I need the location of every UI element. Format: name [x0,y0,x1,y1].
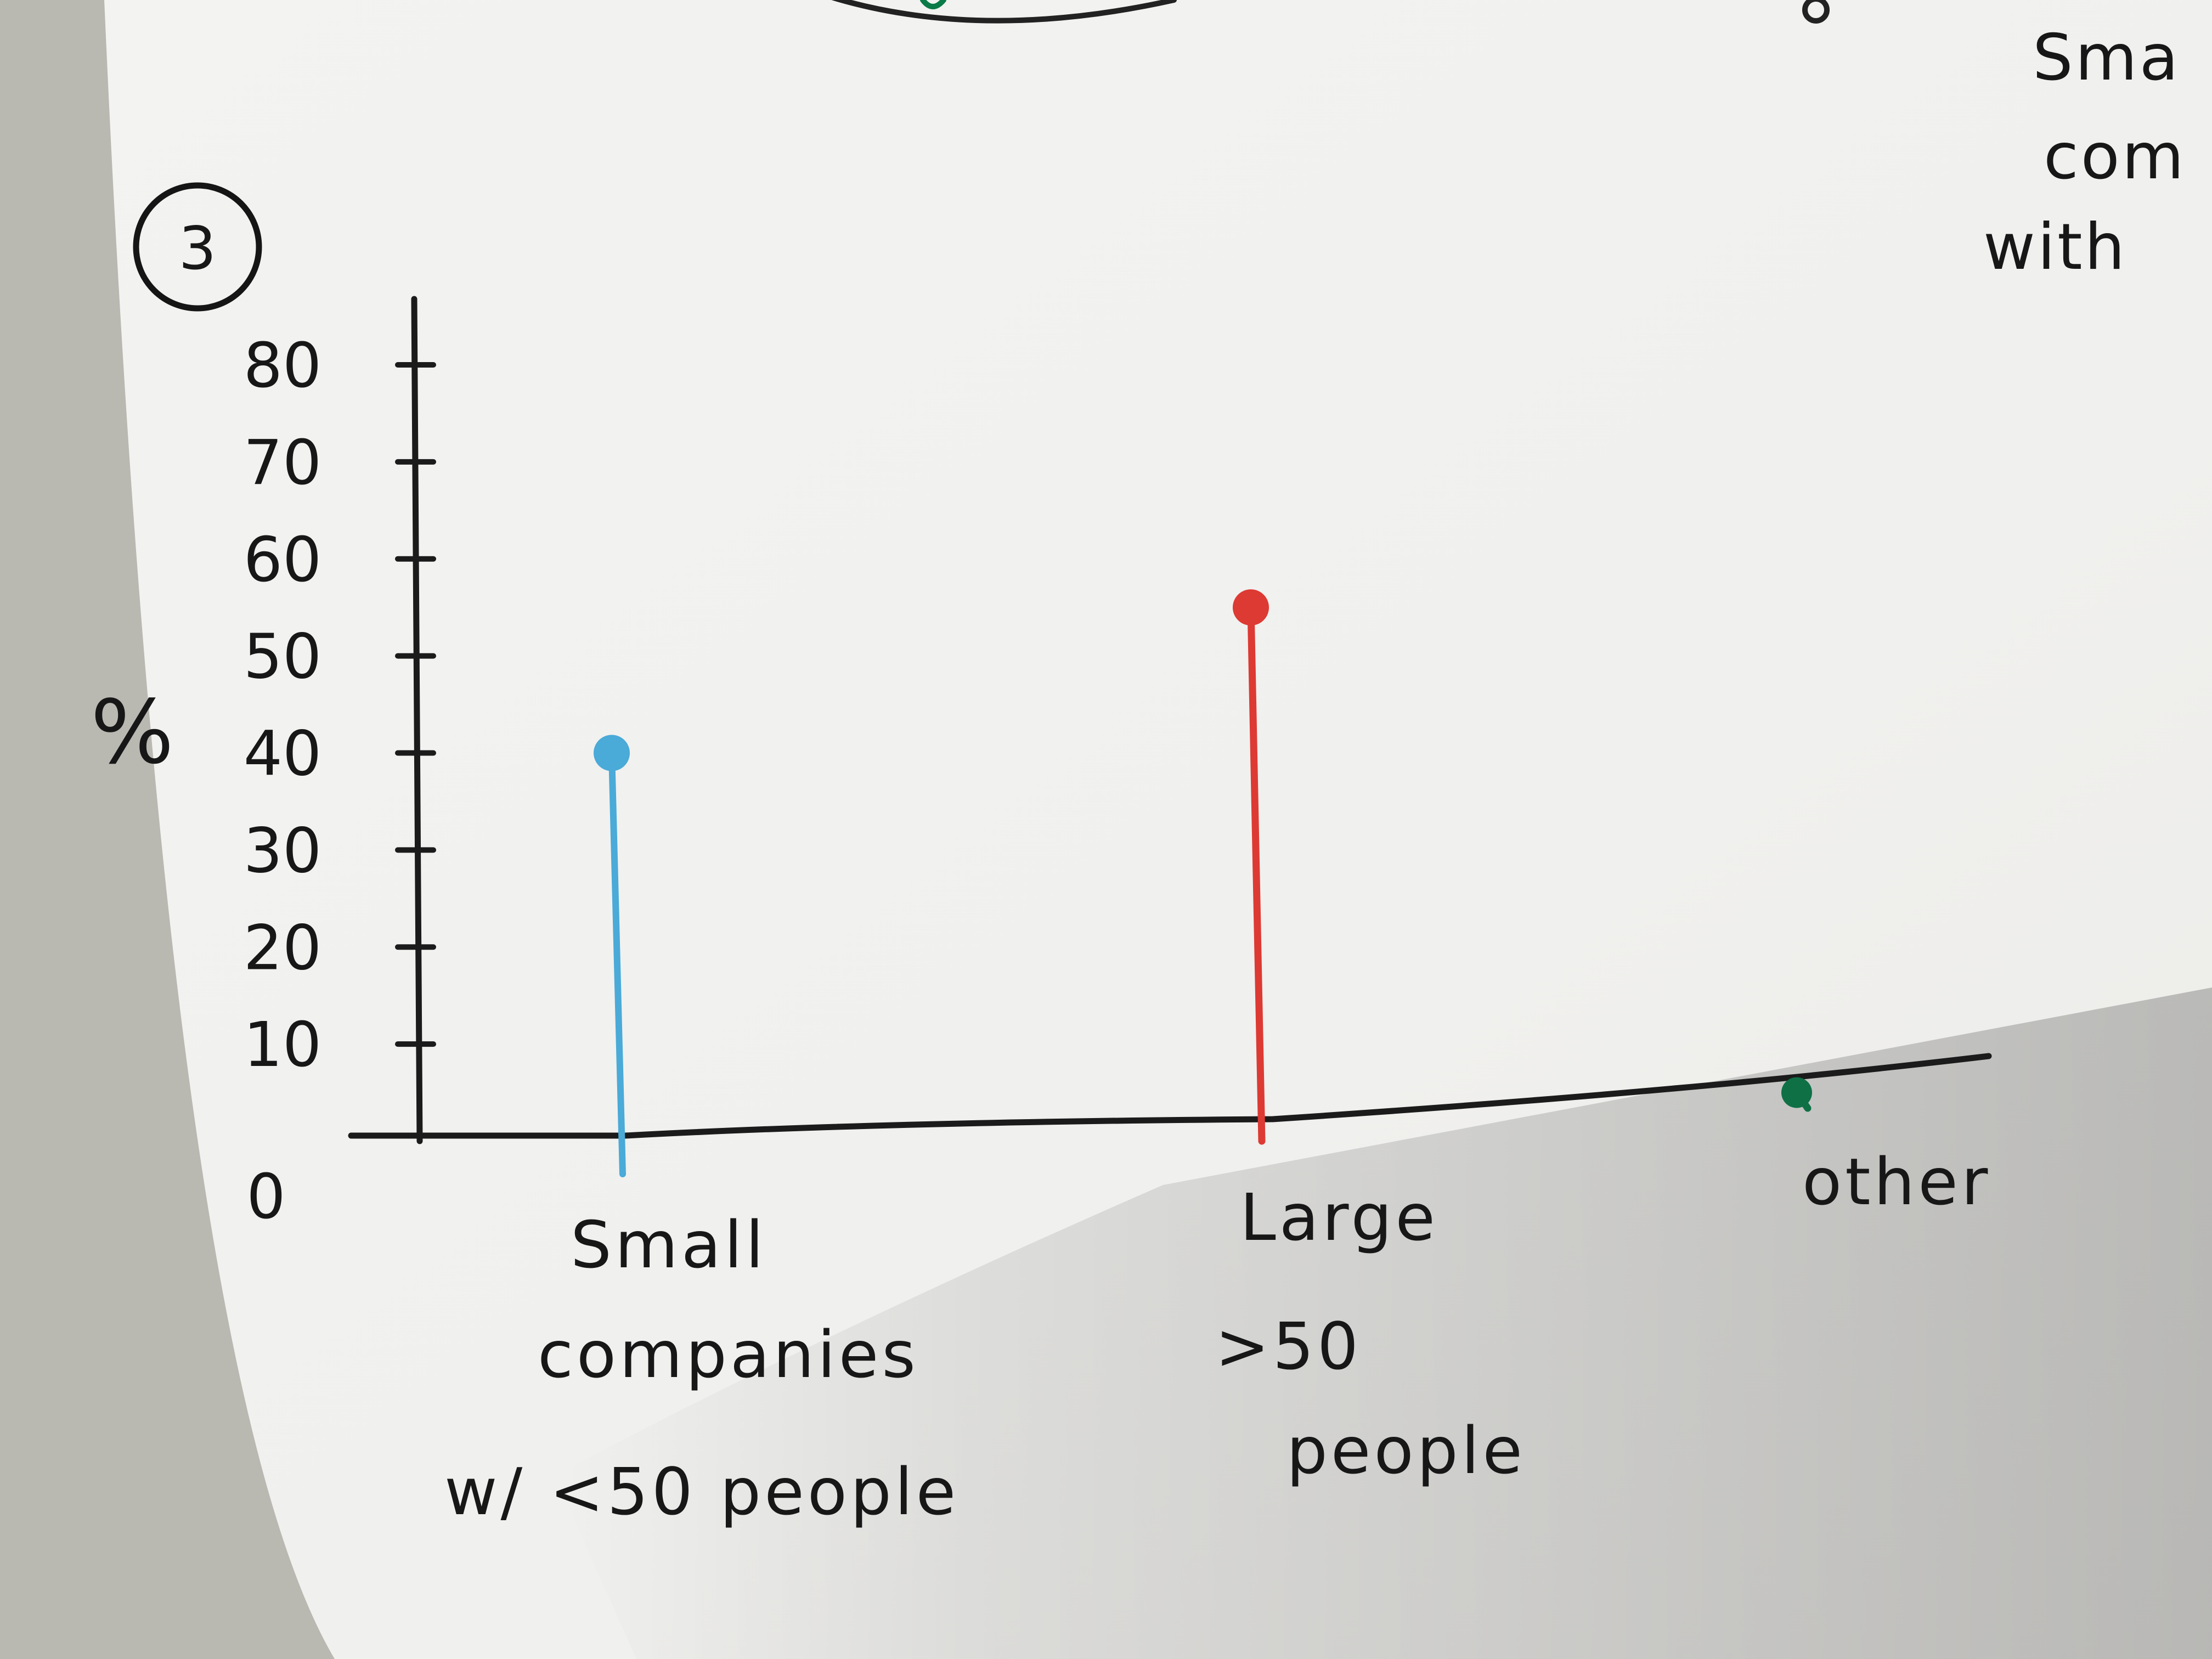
y-ticks: 0 10 20 30 40 50 60 70 80 [244,330,436,1233]
lollipop-chart: 0 10 20 30 40 50 60 70 80 Small companies w/ <50 p… [91,296,1992,1530]
lollipop-stem [608,749,626,1177]
y-tick-label: 20 [244,912,322,984]
y-tick-label: 70 [244,427,322,499]
y-axis-label: % [91,681,174,783]
category-label-line: people [1286,1413,1526,1488]
x-axis-line [348,1053,1992,1139]
question-marker-number: 3 [179,215,217,283]
lollipop-head [1781,1077,1812,1108]
top-small-circle [1802,0,1830,24]
y-tick-label: 60 [244,524,322,596]
y-tick-label: 50 [244,622,322,693]
category-label-line: Small [571,1207,767,1283]
lollipop-head [1233,589,1269,626]
lollipop-head [594,735,630,771]
side-note-line-1: Sma [2033,21,2181,95]
chart-marks [594,589,1812,1177]
y-tick-label: 0 [246,1161,285,1233]
top-circle-arc [831,0,1177,24]
category-label-line: companies [538,1317,919,1392]
question-marker-circle [133,182,262,312]
category-label-line: w/ <50 people [444,1454,959,1530]
top-green-mark [920,0,946,9]
x-labels: Small companies w/ <50 people Large >50 peopl… [444,1144,1991,1530]
category-label-line: other [1802,1144,1991,1220]
y-tick-label: 40 [244,719,322,790]
category-label-line: Large [1240,1180,1438,1255]
category-label-line: >50 [1215,1308,1362,1384]
lollipop-stem [1247,603,1266,1145]
chart-axes [348,296,1992,1144]
side-note: Sma com with [1983,21,2186,284]
side-note-line-2: com [2044,120,2186,194]
side-note-line-3: with [1983,210,2127,284]
y-axis-line [411,296,423,1144]
y-tick-label: 80 [244,330,322,402]
question-marker: 3 [133,182,262,312]
y-tick-label: 30 [244,815,322,887]
y-tick-label: 10 [244,1009,322,1081]
hand-shadow [554,988,2212,1659]
